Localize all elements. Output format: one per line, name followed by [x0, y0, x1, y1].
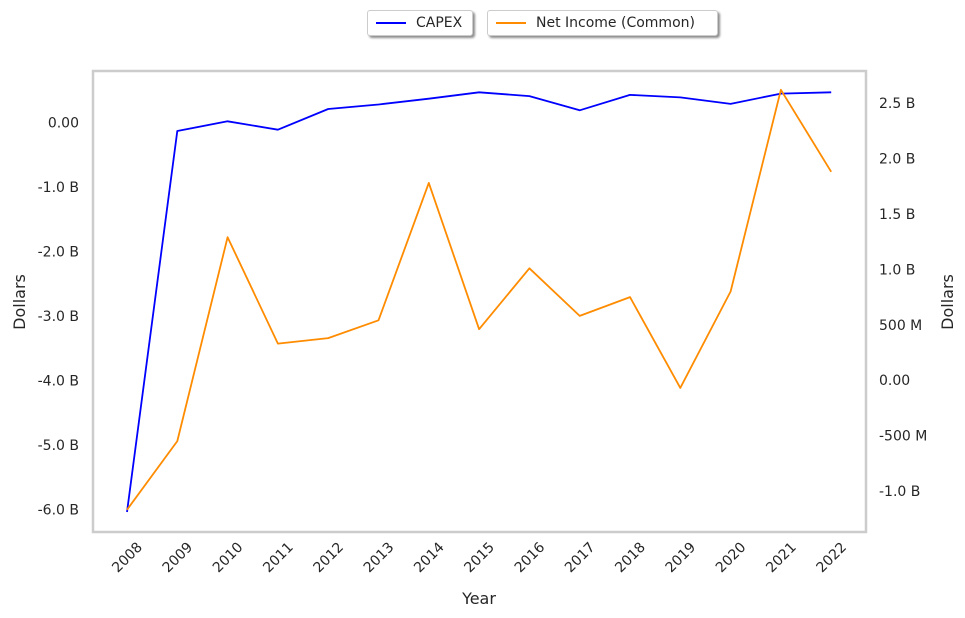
- x-tick-label: 2020: [713, 540, 750, 577]
- right-tick-label: 1.5 B: [879, 207, 915, 223]
- x-tick-label: 2022: [814, 540, 851, 577]
- left-tick-label: -6.0 B: [38, 502, 79, 518]
- x-tick-label: 2011: [260, 540, 297, 577]
- legend-net-income-swatch: [496, 22, 526, 24]
- x-tick-label: 2018: [612, 540, 649, 577]
- x-tick-label: 2008: [109, 540, 146, 577]
- plot-frame: [91, 69, 868, 534]
- x-tick-label: 2015: [461, 540, 498, 577]
- left-axis-label: Dollars: [10, 274, 29, 330]
- right-tick-label: -1.0 B: [879, 484, 920, 500]
- x-axis-ticks: 2008 2009 2010 2011 2012 2013 2014 2015 2016 2017…: [109, 539, 850, 576]
- right-tick-label: 0.00: [879, 373, 910, 389]
- legend-net-income: Net Income (Common): [487, 10, 718, 36]
- capex-line: [126, 91, 832, 513]
- right-tick-label: 500 M: [879, 318, 922, 334]
- right-tick-label: 1.0 B: [879, 262, 915, 278]
- legend-capex-swatch: [376, 22, 406, 24]
- x-tick-label: 2017: [562, 540, 599, 577]
- legend-capex: CAPEX: [367, 10, 473, 36]
- x-tick-label: 2014: [411, 539, 448, 576]
- right-tick-label: 2.0 B: [879, 152, 915, 168]
- x-tick-label: 2010: [210, 540, 247, 577]
- right-tick-label: 2.5 B: [879, 96, 915, 112]
- x-tick-label: 2021: [763, 540, 800, 577]
- left-tick-label: -1.0 B: [38, 180, 79, 196]
- x-axis-label: Year: [461, 589, 496, 608]
- x-tick-label: 2019: [663, 540, 700, 577]
- left-tick-label: 0.00: [48, 116, 79, 132]
- left-axis-ticks: 0.00 -1.0 B -2.0 B -3.0 B -4.0 B -5.0 B -6.0 B: [38, 116, 79, 519]
- x-tick-label: 2012: [311, 540, 348, 577]
- right-axis-label: Dollars: [938, 274, 957, 330]
- x-tick-label: 2016: [512, 539, 549, 576]
- left-tick-label: -3.0 B: [38, 309, 79, 325]
- legend-capex-label: CAPEX: [416, 15, 463, 31]
- series-lines: [126, 88, 832, 513]
- right-tick-label: -500 M: [879, 429, 927, 445]
- left-tick-label: -5.0 B: [38, 438, 79, 454]
- left-tick-label: -2.0 B: [38, 245, 79, 261]
- legend-net-income-label: Net Income (Common): [536, 15, 695, 31]
- x-tick-label: 2009: [160, 540, 197, 577]
- left-tick-label: -4.0 B: [38, 373, 79, 389]
- x-tick-label: 2013: [361, 540, 398, 577]
- right-axis-ticks: 2.5 B 2.0 B 1.5 B 1.0 B 500 M 0.00 -500 M -1.0 …: [879, 96, 927, 500]
- net-income-line: [126, 88, 832, 511]
